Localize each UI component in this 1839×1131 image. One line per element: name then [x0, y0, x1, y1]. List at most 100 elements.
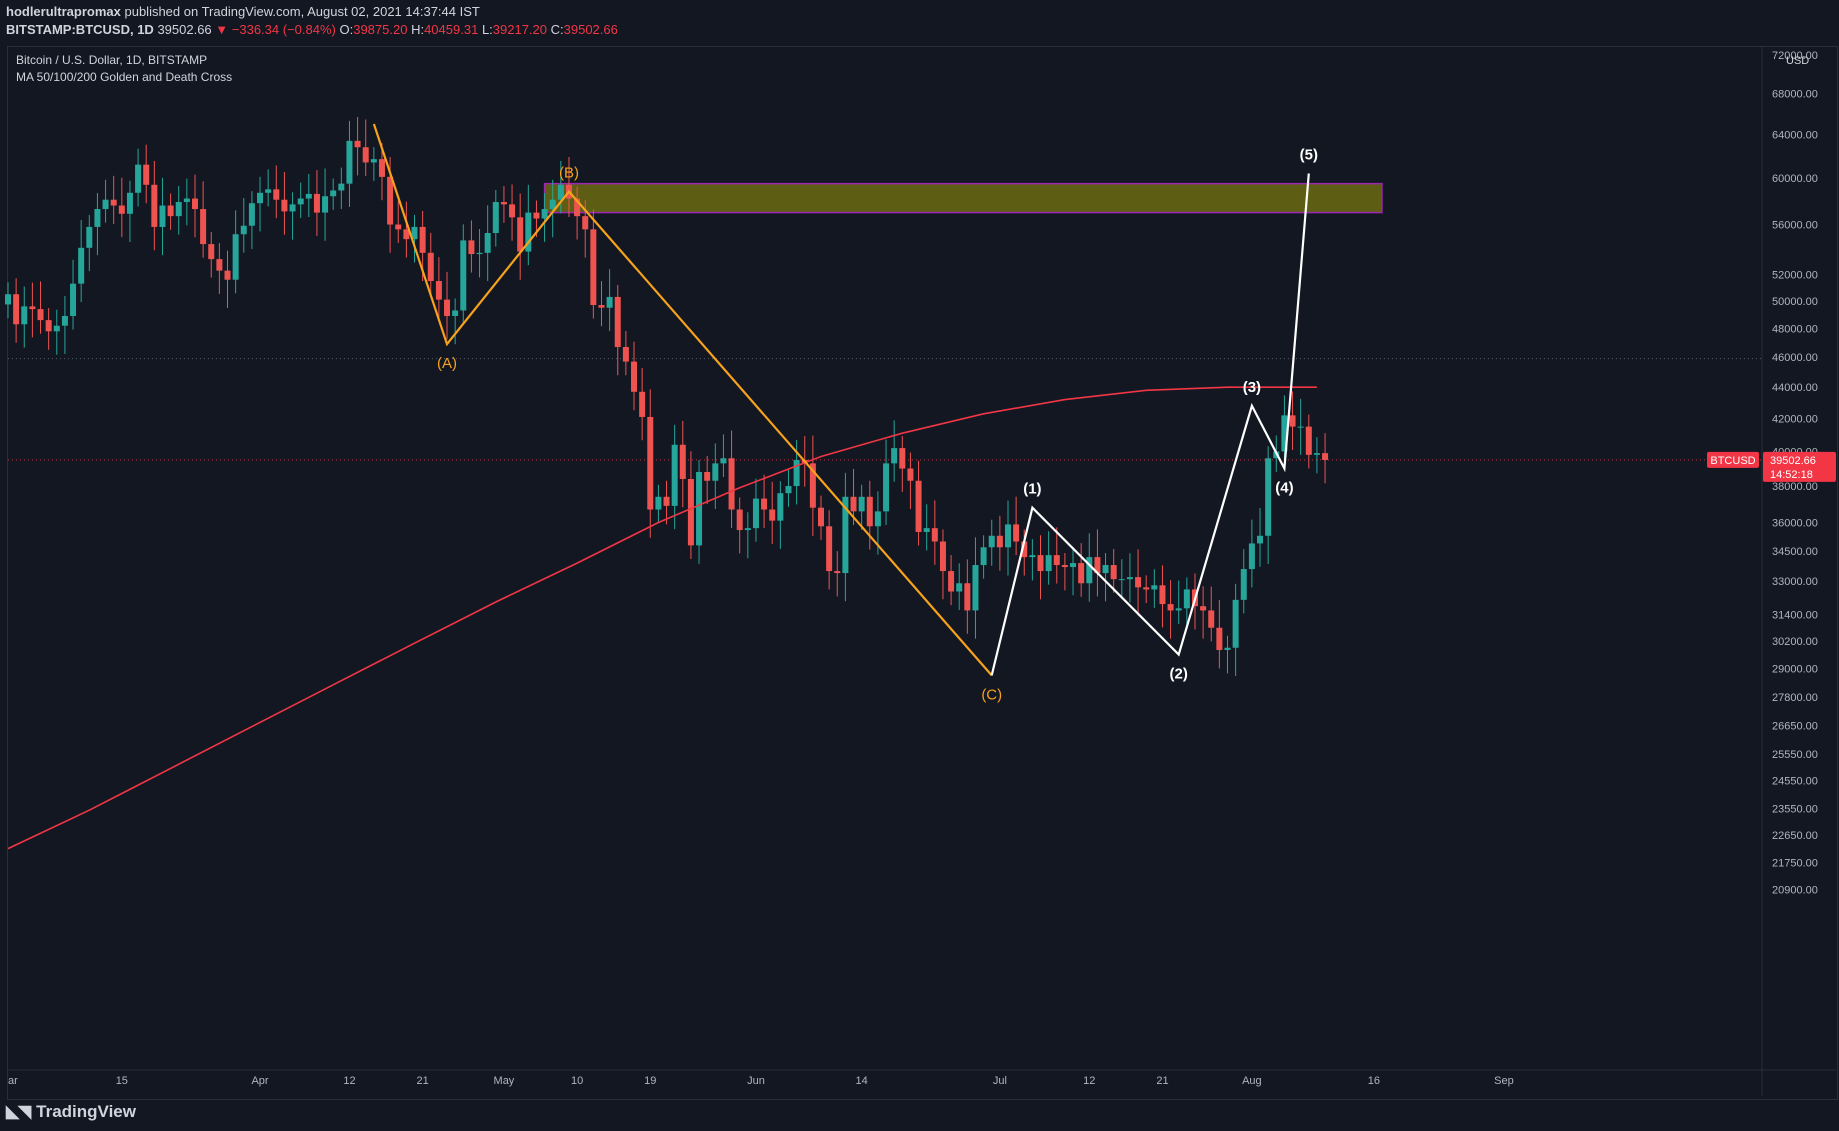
- candle[interactable]: [354, 140, 361, 148]
- candle[interactable]: [736, 509, 743, 531]
- candle[interactable]: [1045, 555, 1052, 572]
- candle[interactable]: [191, 198, 198, 210]
- candle[interactable]: [939, 541, 946, 572]
- candle[interactable]: [988, 535, 995, 548]
- candle[interactable]: [834, 571, 841, 574]
- candle[interactable]: [704, 472, 711, 481]
- candle[interactable]: [265, 189, 272, 193]
- candle[interactable]: [549, 199, 556, 210]
- candle[interactable]: [110, 199, 117, 206]
- candle[interactable]: [614, 296, 621, 348]
- candle[interactable]: [1110, 565, 1117, 580]
- candle[interactable]: [866, 496, 873, 527]
- candle[interactable]: [606, 296, 613, 308]
- candle[interactable]: [931, 528, 938, 542]
- candle[interactable]: [1200, 606, 1207, 611]
- candle[interactable]: [53, 325, 60, 332]
- candle[interactable]: [143, 164, 150, 185]
- candle[interactable]: [948, 571, 955, 592]
- candle[interactable]: [78, 247, 85, 284]
- candle[interactable]: [1257, 535, 1264, 544]
- candle[interactable]: [769, 509, 776, 521]
- candle[interactable]: [631, 361, 638, 392]
- candle[interactable]: [1281, 415, 1288, 452]
- candle[interactable]: [809, 463, 816, 508]
- candle[interactable]: [492, 202, 499, 234]
- candle[interactable]: [322, 196, 329, 213]
- candle[interactable]: [1118, 579, 1125, 581]
- candle[interactable]: [533, 212, 540, 219]
- impulse-wave-line[interactable]: [990, 173, 1310, 676]
- candle[interactable]: [484, 233, 491, 253]
- candle[interactable]: [1037, 555, 1044, 572]
- candle[interactable]: [679, 444, 686, 479]
- ma-200-line[interactable]: [7, 386, 1317, 850]
- resistance-zone[interactable]: [543, 182, 1383, 214]
- candle[interactable]: [1053, 555, 1060, 566]
- candle[interactable]: [70, 283, 77, 316]
- candle[interactable]: [899, 448, 906, 469]
- candle[interactable]: [728, 458, 735, 510]
- candle[interactable]: [785, 486, 792, 494]
- corrective-wave-line[interactable]: [372, 123, 993, 677]
- candle[interactable]: [826, 526, 833, 572]
- candle[interactable]: [200, 209, 207, 245]
- candle[interactable]: [151, 184, 158, 227]
- candle[interactable]: [452, 310, 459, 316]
- candle[interactable]: [557, 184, 564, 200]
- candle[interactable]: [435, 281, 442, 300]
- candle[interactable]: [273, 189, 280, 200]
- candle[interactable]: [411, 226, 418, 240]
- candle[interactable]: [850, 496, 857, 512]
- candle[interactable]: [94, 209, 101, 227]
- candle[interactable]: [541, 209, 548, 219]
- candle[interactable]: [1021, 541, 1028, 558]
- candle[interactable]: [956, 583, 963, 592]
- candle[interactable]: [313, 193, 320, 213]
- candle[interactable]: [842, 496, 849, 574]
- candle[interactable]: [21, 306, 28, 325]
- candle[interactable]: [395, 224, 402, 230]
- candle[interactable]: [1102, 565, 1109, 574]
- candle[interactable]: [86, 226, 93, 248]
- candle[interactable]: [45, 320, 52, 332]
- candle[interactable]: [167, 205, 174, 217]
- candle[interactable]: [208, 244, 215, 260]
- candle[interactable]: [1029, 555, 1036, 558]
- candle[interactable]: [1094, 557, 1101, 574]
- candle[interactable]: [687, 478, 694, 546]
- candle[interactable]: [622, 347, 629, 362]
- candle[interactable]: [387, 176, 394, 225]
- candle[interactable]: [118, 205, 125, 214]
- candle[interactable]: [476, 252, 483, 255]
- candle[interactable]: [590, 229, 597, 306]
- candle[interactable]: [752, 498, 759, 529]
- candle[interactable]: [517, 217, 524, 252]
- candle[interactable]: [232, 234, 239, 280]
- candle[interactable]: [972, 565, 979, 611]
- candle[interactable]: [1175, 608, 1182, 611]
- candle[interactable]: [1322, 453, 1329, 460]
- candle[interactable]: [1061, 565, 1068, 568]
- candle[interactable]: [883, 463, 890, 512]
- candle[interactable]: [297, 198, 304, 205]
- candle[interactable]: [362, 147, 369, 163]
- candle[interactable]: [509, 204, 516, 218]
- candle[interactable]: [874, 511, 881, 527]
- candle[interactable]: [61, 315, 68, 326]
- candle[interactable]: [720, 458, 727, 464]
- candle[interactable]: [1078, 563, 1085, 584]
- candle[interactable]: [1232, 599, 1239, 648]
- candle[interactable]: [216, 259, 223, 271]
- candle[interactable]: [419, 226, 426, 253]
- candle[interactable]: [289, 204, 296, 212]
- candle[interactable]: [1004, 524, 1011, 548]
- candle[interactable]: [1224, 647, 1231, 650]
- tradingview-logo[interactable]: ◣◥ TradingView: [6, 1100, 136, 1124]
- candle[interactable]: [403, 229, 410, 240]
- candle[interactable]: [980, 547, 987, 566]
- candle[interactable]: [13, 294, 20, 325]
- candle[interactable]: [964, 583, 971, 611]
- candle[interactable]: [427, 252, 434, 282]
- candle[interactable]: [1086, 557, 1093, 584]
